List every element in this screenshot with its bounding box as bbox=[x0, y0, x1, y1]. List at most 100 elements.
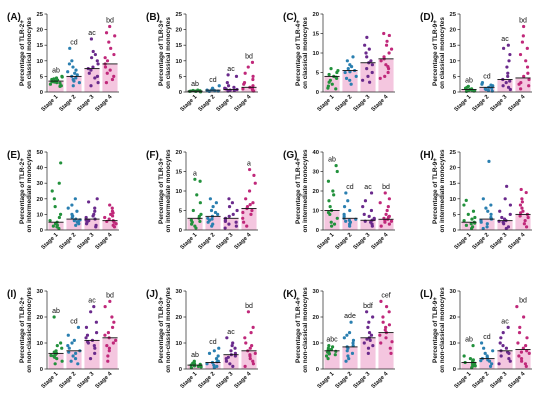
data-point bbox=[211, 222, 215, 226]
data-point bbox=[84, 336, 88, 340]
data-point bbox=[342, 212, 346, 216]
data-point bbox=[105, 344, 109, 348]
data-point bbox=[198, 201, 202, 205]
data-point bbox=[485, 225, 489, 229]
y-tick-label: 25 bbox=[176, 12, 183, 18]
data-point bbox=[324, 354, 329, 358]
data-point bbox=[72, 338, 76, 342]
data-point bbox=[242, 82, 246, 86]
data-point bbox=[93, 52, 97, 57]
data-point bbox=[226, 355, 230, 359]
median-bar bbox=[378, 58, 394, 92]
data-point bbox=[60, 75, 64, 79]
y-tick-label: 20 bbox=[313, 189, 319, 195]
data-point bbox=[520, 200, 524, 204]
data-point bbox=[91, 65, 95, 69]
data-point bbox=[75, 209, 79, 213]
data-point bbox=[242, 220, 246, 224]
data-point bbox=[345, 333, 349, 337]
data-point bbox=[347, 218, 351, 222]
data-point bbox=[227, 222, 231, 226]
y-axis-label: Percentage of TLR-4+on intermediate mono… bbox=[295, 149, 309, 233]
data-point bbox=[228, 362, 232, 366]
data-point bbox=[57, 181, 61, 185]
y-tick-label: 10 bbox=[313, 209, 319, 215]
data-point bbox=[517, 354, 521, 358]
data-point bbox=[247, 167, 252, 172]
y-axis-label-line: Percentage of TLR-2+ bbox=[19, 158, 26, 224]
data-point bbox=[381, 320, 385, 324]
data-point bbox=[191, 208, 195, 213]
x-tick-label: Stage 4 bbox=[371, 232, 390, 251]
median-bar bbox=[84, 68, 100, 92]
y-axis-label-line: Percentage of TLR-4+ bbox=[295, 158, 302, 224]
y-axis-label: Percentage of TLR-3+on classical monocyt… bbox=[158, 17, 172, 89]
data-point bbox=[508, 212, 512, 216]
x-tick-label: Stage 4 bbox=[371, 371, 390, 390]
data-point bbox=[112, 320, 116, 324]
significance-label: abc bbox=[326, 337, 338, 344]
data-point bbox=[379, 224, 383, 228]
data-point bbox=[362, 341, 366, 345]
data-point bbox=[523, 362, 528, 366]
data-point bbox=[245, 205, 250, 209]
data-point bbox=[198, 179, 202, 183]
data-point bbox=[524, 344, 528, 348]
data-point bbox=[68, 46, 72, 50]
x-tick-label: Stage 4 bbox=[508, 94, 527, 113]
data-point bbox=[329, 67, 333, 71]
y-tick-label: 5 bbox=[316, 71, 320, 77]
y-axis-label-line: Percentage of TLR-2+ bbox=[19, 297, 26, 363]
data-point bbox=[366, 351, 370, 355]
data-point bbox=[327, 72, 331, 77]
data-point bbox=[48, 219, 52, 223]
data-point bbox=[371, 315, 375, 319]
panel-label: (H) bbox=[420, 150, 434, 161]
data-point bbox=[368, 338, 372, 342]
data-point bbox=[383, 191, 387, 195]
data-point bbox=[486, 88, 491, 93]
data-point bbox=[524, 190, 528, 195]
data-point bbox=[387, 33, 391, 38]
data-point bbox=[498, 209, 502, 213]
data-point bbox=[251, 77, 255, 82]
panel-label: (C) bbox=[283, 12, 297, 23]
x-tick-label: Stage 1 bbox=[180, 94, 199, 113]
data-point bbox=[85, 333, 90, 337]
significance-label: ab bbox=[328, 157, 336, 164]
panel-k: (K)Percentage of TLR-4+on non-classical … bbox=[283, 287, 395, 390]
significance-label: cd bbox=[483, 334, 491, 341]
data-point bbox=[345, 349, 349, 353]
data-point bbox=[86, 340, 90, 344]
data-point bbox=[93, 206, 97, 210]
data-point bbox=[480, 81, 485, 85]
data-point bbox=[386, 215, 391, 219]
median-bar bbox=[66, 219, 82, 230]
data-point bbox=[70, 212, 74, 216]
data-point bbox=[351, 55, 355, 59]
y-axis-label-line: on intermediate monocytes bbox=[439, 149, 446, 233]
y-axis-label: Percentage of TLR-9+on classical monocyt… bbox=[432, 17, 446, 89]
y-axis-label-line: Percentage of TLR-3+ bbox=[158, 297, 165, 363]
panel-label: (K) bbox=[283, 289, 297, 300]
data-point bbox=[486, 209, 490, 213]
significance-label: ab bbox=[52, 67, 60, 74]
significance-label: ab bbox=[191, 81, 199, 88]
data-point bbox=[71, 84, 75, 88]
data-point bbox=[508, 203, 513, 207]
data-point bbox=[486, 358, 490, 362]
y-tick-label: 20 bbox=[37, 28, 43, 34]
data-point bbox=[381, 315, 385, 319]
significance-label: ac bbox=[501, 318, 509, 325]
data-point bbox=[244, 197, 248, 201]
data-point bbox=[386, 205, 390, 209]
panel-label: (D) bbox=[420, 12, 434, 23]
data-point bbox=[230, 344, 234, 348]
data-point bbox=[103, 333, 107, 337]
data-point bbox=[349, 82, 353, 86]
x-tick-label: Stage 2 bbox=[198, 94, 217, 113]
y-tick-label: 40 bbox=[313, 150, 319, 156]
data-point bbox=[382, 31, 386, 36]
data-point bbox=[113, 34, 117, 38]
data-point bbox=[506, 350, 510, 354]
